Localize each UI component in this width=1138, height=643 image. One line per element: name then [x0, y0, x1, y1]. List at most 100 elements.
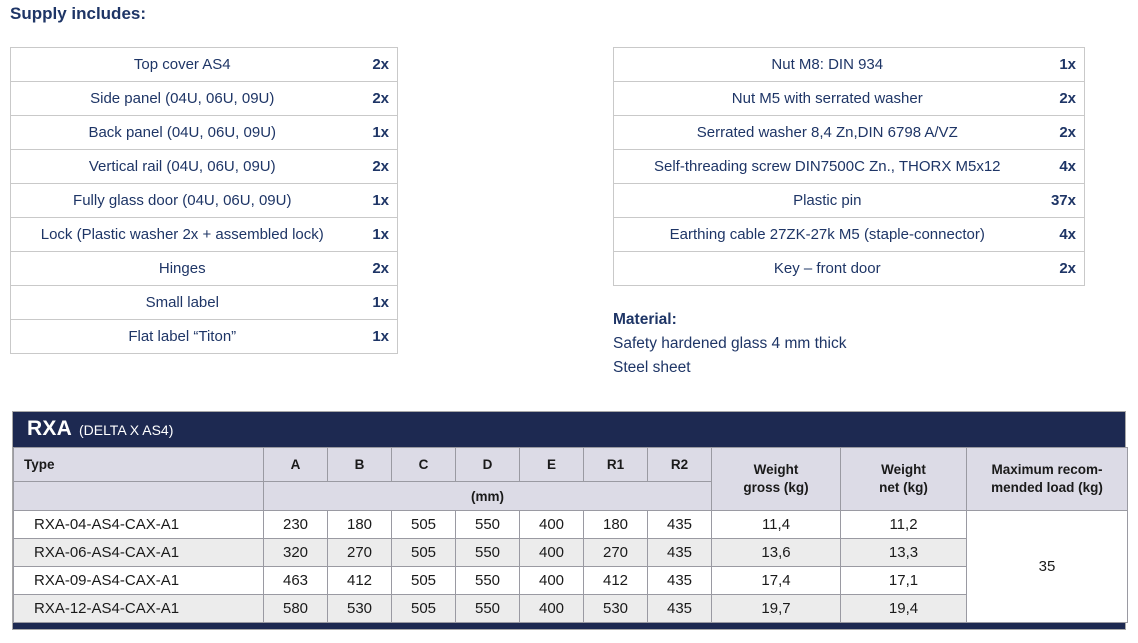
col-header-a: A [263, 447, 328, 482]
spec-type-cell: RXA-12-AS4-CAX-A1 [13, 594, 264, 623]
supply-item-name: Back panel (04U, 06U, 09U) [10, 115, 354, 150]
spec-value-cell: 530 [583, 594, 648, 623]
supply-heading: Supply includes: [10, 4, 147, 23]
spec-value-cell: 320 [263, 538, 328, 567]
spec-title: RXA [27, 417, 72, 440]
spec-row: RXA-12-AS4-CAX-A1 580 530 505 550 400 530 435 19… [13, 594, 1128, 623]
spec-type-cell: RXA-06-AS4-CAX-A1 [13, 538, 264, 567]
col-header-c: C [391, 447, 456, 482]
supply-row: Side panel (04U, 06U, 09U) 2x [10, 81, 398, 116]
spec-title-band: RXA (DELTA X AS4) [13, 412, 1125, 447]
supply-row: Nut M5 with serrated washer 2x [613, 81, 1085, 116]
supply-item-qty: 37x [1040, 183, 1085, 218]
col-header-r2: R2 [647, 447, 712, 482]
supply-row: Key – front door 2x [613, 251, 1085, 286]
material-heading: Material: [613, 311, 677, 328]
supply-item-name: Nut M8: DIN 934 [613, 47, 1041, 82]
supply-item-name: Self-threading screw DIN7500C Zn., THORX… [613, 149, 1041, 184]
col-header-mm: (mm) [263, 481, 712, 511]
supply-row: Flat label “Titon” 1x [10, 319, 398, 354]
supply-row: Nut M8: DIN 934 1x [613, 47, 1085, 82]
spec-value-cell: 17,1 [840, 566, 967, 595]
spec-value-cell: 505 [391, 566, 456, 595]
spec-value-cell: 19,4 [840, 594, 967, 623]
supply-item-qty: 1x [353, 183, 398, 218]
spec-value-cell: 550 [455, 510, 520, 539]
supply-item-name: Plastic pin [613, 183, 1041, 218]
supply-row: Small label 1x [10, 285, 398, 320]
supply-row: Lock (Plastic washer 2x + assembled lock… [10, 217, 398, 252]
spec-value-cell: 412 [583, 566, 648, 595]
spec-type-cell: RXA-04-AS4-CAX-A1 [13, 510, 264, 539]
supply-item-name: Top cover AS4 [10, 47, 354, 82]
spec-value-cell: 550 [455, 594, 520, 623]
supply-item-qty: 1x [353, 115, 398, 150]
spec-max-load-cell: 35 [966, 510, 1128, 623]
spec-value-cell: 530 [327, 594, 392, 623]
spec-value-cell: 400 [519, 538, 584, 567]
supply-item-qty: 2x [353, 149, 398, 184]
supply-item-name: Nut M5 with serrated washer [613, 81, 1041, 116]
spec-value-cell: 180 [327, 510, 392, 539]
supply-item-name: Serrated washer 8,4 Zn,DIN 6798 A/VZ [613, 115, 1041, 150]
supply-item-name: Hinges [10, 251, 354, 286]
spec-row: RXA-06-AS4-CAX-A1 320 270 505 550 400 270 435 13… [13, 538, 1128, 567]
supply-item-qty: 2x [1040, 81, 1085, 116]
supply-left-body: Top cover AS4 2x Side panel (04U, 06U, 0… [10, 47, 398, 354]
supply-item-name: Lock (Plastic washer 2x + assembled lock… [10, 217, 354, 252]
spec-value-cell: 270 [327, 538, 392, 567]
spec-value-cell: 435 [647, 594, 712, 623]
spec-row: RXA-09-AS4-CAX-A1 463 412 505 550 400 412 435 17… [13, 566, 1128, 595]
supply-item-qty: 1x [353, 319, 398, 354]
spec-value-cell: 11,2 [840, 510, 967, 539]
supply-item-qty: 2x [1040, 115, 1085, 150]
supply-row: Plastic pin 37x [613, 183, 1085, 218]
supply-item-name: Earthing cable 27ZK-27k M5 (staple-conne… [613, 217, 1041, 252]
supply-row: Back panel (04U, 06U, 09U) 1x [10, 115, 398, 150]
col-header-e: E [519, 447, 584, 482]
col-header-r1: R1 [583, 447, 648, 482]
supply-item-qty: 2x [353, 81, 398, 116]
supply-item-name: Side panel (04U, 06U, 09U) [10, 81, 354, 116]
material-line-2: Steel sheet [613, 359, 691, 376]
spec-value-cell: 505 [391, 538, 456, 567]
supply-item-qty: 4x [1040, 149, 1085, 184]
spec-row: RXA-04-AS4-CAX-A1 230 180 505 550 400 180 435 11… [13, 510, 1128, 623]
spec-value-cell: 463 [263, 566, 328, 595]
supply-item-name: Key – front door [613, 251, 1041, 286]
spec-value-cell: 550 [455, 538, 520, 567]
spec-value-cell: 230 [263, 510, 328, 539]
spec-value-cell: 550 [455, 566, 520, 595]
supply-right-body: Nut M8: DIN 934 1x Nut M5 with serrated … [613, 47, 1085, 286]
col-header-max-load: Maximum recom- mended load (kg) [966, 447, 1128, 511]
spec-value-cell: 412 [327, 566, 392, 595]
spec-value-cell: 180 [583, 510, 648, 539]
spec-value-cell: 17,4 [711, 566, 841, 595]
material-section: Material: Safety hardened glass 4 mm thi… [613, 308, 846, 380]
spec-value-cell: 13,3 [840, 538, 967, 567]
spec-value-cell: 580 [263, 594, 328, 623]
spec-table: RXA (DELTA X AS4) Type A B C D E R1 R2 W… [12, 411, 1128, 630]
spec-subtitle: (DELTA X AS4) [78, 422, 174, 438]
spec-value-cell: 19,7 [711, 594, 841, 623]
supply-item-name: Flat label “Titon” [10, 319, 354, 354]
spec-value-cell: 505 [391, 594, 456, 623]
spec-value-cell: 435 [647, 510, 712, 539]
spec-table-body: RXA-04-AS4-CAX-A1 230 180 505 550 400 180 435 11… [13, 510, 1128, 623]
spec-value-cell: 13,6 [711, 538, 841, 567]
supply-row: Earthing cable 27ZK-27k M5 (staple-conne… [613, 217, 1085, 252]
supply-row: Serrated washer 8,4 Zn,DIN 6798 A/VZ 2x [613, 115, 1085, 150]
spec-value-cell: 505 [391, 510, 456, 539]
col-header-b: B [327, 447, 392, 482]
spec-value-cell: 400 [519, 594, 584, 623]
supply-item-name: Fully glass door (04U, 06U, 09U) [10, 183, 354, 218]
spec-value-cell: 270 [583, 538, 648, 567]
spec-header-row-1: Type A B C D E R1 R2 Weight gross (kg) W… [13, 447, 1128, 511]
supply-item-qty: 2x [353, 251, 398, 286]
spec-value-cell: 435 [647, 566, 712, 595]
supply-row: Vertical rail (04U, 06U, 09U) 2x [10, 149, 398, 184]
supply-item-name: Small label [10, 285, 354, 320]
supply-item-qty: 1x [353, 217, 398, 252]
supply-row: Fully glass door (04U, 06U, 09U) 1x [10, 183, 398, 218]
supply-item-qty: 1x [1040, 47, 1085, 82]
